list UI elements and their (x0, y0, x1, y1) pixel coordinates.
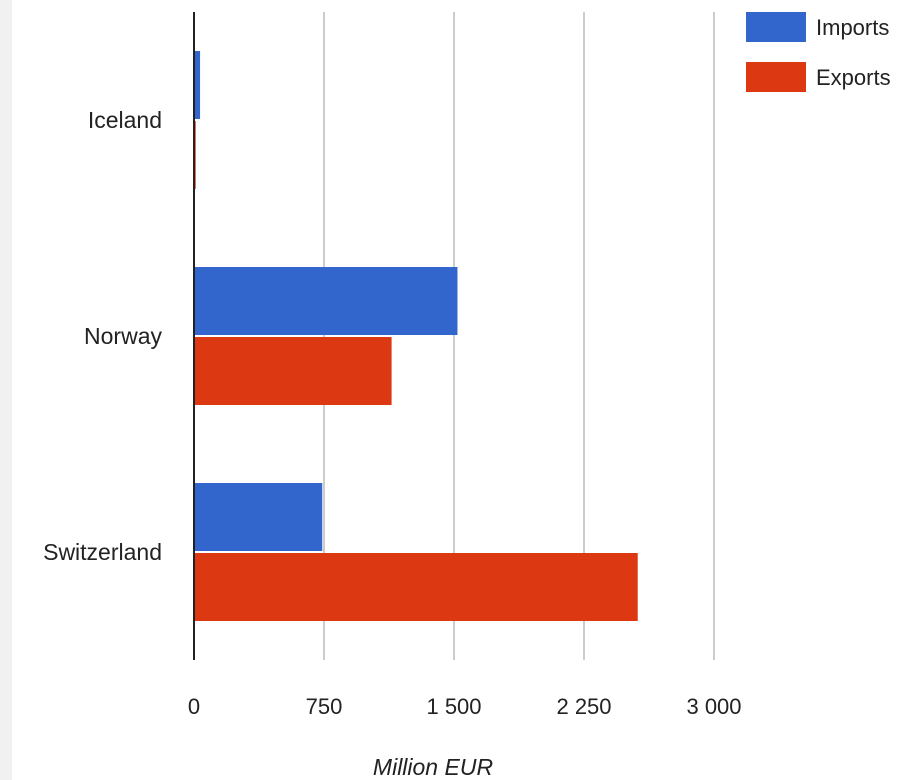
legend-label-imports: Imports (816, 15, 889, 40)
x-tick-label-1: 750 (306, 694, 343, 719)
x-tick-label-0: 0 (188, 694, 200, 719)
category-label-switzerland: Switzerland (43, 539, 162, 565)
x-tick-label-2: 1 500 (426, 694, 481, 719)
category-label-iceland: Iceland (88, 107, 162, 133)
x-tick-label-3: 2 250 (556, 694, 611, 719)
bar-imports-switzerland (194, 483, 322, 551)
x-axis-title: Million EUR (373, 754, 493, 780)
category-labels: Iceland Norway Switzerland (43, 107, 162, 565)
category-label-norway: Norway (84, 323, 162, 349)
bar-exports-switzerland (194, 553, 638, 621)
bar-imports-norway (194, 267, 457, 335)
bars (194, 51, 638, 621)
x-tick-label-4: 3 000 (686, 694, 741, 719)
legend-swatch-exports (746, 62, 806, 92)
legend: Imports Exports (746, 12, 891, 92)
legend-label-exports: Exports (816, 65, 891, 90)
x-tick-labels: 0 750 1 500 2 250 3 000 (188, 694, 742, 719)
bar-exports-norway (194, 337, 392, 405)
legend-swatch-imports (746, 12, 806, 42)
